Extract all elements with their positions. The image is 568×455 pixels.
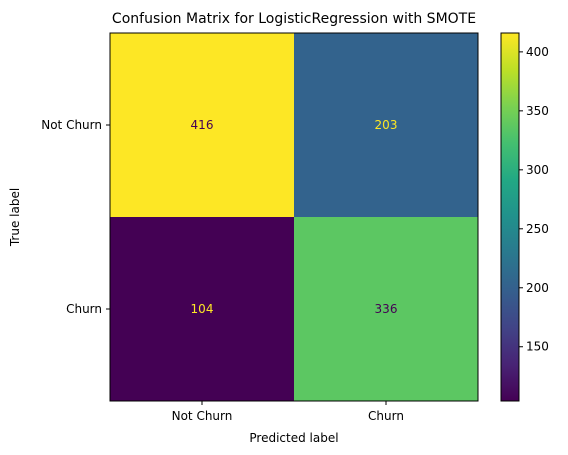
colorbar-tick-label: 200 (526, 281, 549, 295)
y-axis-label: True label (8, 188, 22, 247)
x-tick-label: Not Churn (172, 409, 233, 423)
cell-value-label: 203 (375, 118, 398, 132)
matrix-cell (294, 217, 478, 401)
cell-value-label: 336 (375, 302, 398, 316)
y-axis-ticks: Not Churn Churn (41, 118, 110, 316)
x-axis-label: Predicted label (249, 431, 338, 445)
colorbar (500, 32, 520, 402)
colorbar-ticks: 150 200 250 300 350 400 (519, 45, 549, 354)
cell-value-label: 104 (191, 302, 214, 316)
colorbar-tick-label: 150 (526, 340, 549, 354)
matrix-cells (110, 33, 478, 401)
matrix-cell (294, 33, 478, 217)
colorbar-tick-label: 350 (526, 104, 549, 118)
colorbar-tick-label: 250 (526, 222, 549, 236)
matrix-frame (109, 32, 479, 402)
matrix-cell (110, 33, 294, 217)
colorbar-tick-label: 300 (526, 163, 549, 177)
cell-value-label: 416 (191, 118, 214, 132)
x-tick-label: Churn (368, 409, 404, 423)
y-tick-label: Churn (66, 302, 102, 316)
colorbar-tick-label: 400 (526, 45, 549, 59)
y-tick-label: Not Churn (41, 118, 102, 132)
matrix-cell-labels: 416 203 104 336 (191, 118, 398, 316)
matrix-cell (110, 217, 294, 401)
x-axis-ticks: Not Churn Churn (172, 401, 404, 423)
chart-title: Confusion Matrix for LogisticRegression … (112, 11, 476, 27)
